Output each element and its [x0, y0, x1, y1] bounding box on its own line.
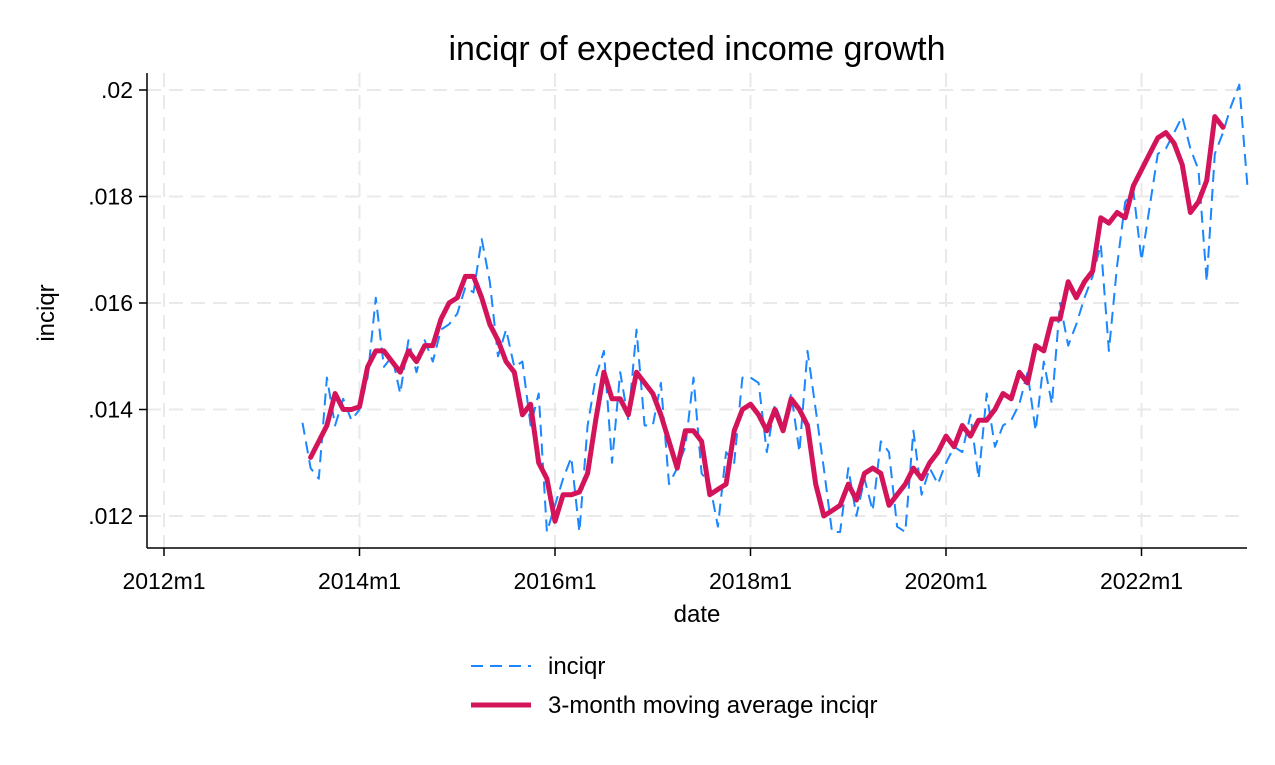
axes: [146, 73, 1247, 549]
y-tick-label: .012: [88, 503, 133, 529]
legend: inciqr 3-month moving average inciqr: [471, 653, 878, 719]
legend-label-inciqr: inciqr: [548, 653, 605, 680]
y-ticks: .012 .014 .016 .018 .02: [88, 77, 147, 529]
y-tick-label: .018: [88, 184, 133, 210]
x-tick-label: 2016m1: [513, 568, 596, 594]
legend-item-inciqr: inciqr: [471, 653, 605, 680]
y-tick-label: .014: [88, 397, 133, 423]
x-tick-label: 2012m1: [122, 568, 205, 594]
x-tick-label: 2022m1: [1100, 568, 1183, 594]
legend-label-moving-average: 3-month moving average inciqr: [548, 692, 878, 719]
series-layer: [301, 83, 1249, 533]
x-tick-label: 2020m1: [904, 568, 987, 594]
y-tick-label: .02: [101, 77, 133, 103]
chart-title: inciqr of expected income growth: [448, 30, 945, 68]
series-line-moving-average: [308, 114, 1226, 524]
x-tick-label: 2018m1: [709, 568, 792, 594]
x-axis-label: date: [674, 601, 721, 628]
y-axis-label: inciqr: [33, 284, 60, 341]
legend-item-moving-average: 3-month moving average inciqr: [471, 692, 878, 719]
y-tick-label: .016: [88, 290, 133, 316]
x-ticks: 2012m1 2014m1 2016m1 2018m1 2020m1 2022m1: [122, 548, 1183, 594]
x-tick-label: 2014m1: [318, 568, 401, 594]
